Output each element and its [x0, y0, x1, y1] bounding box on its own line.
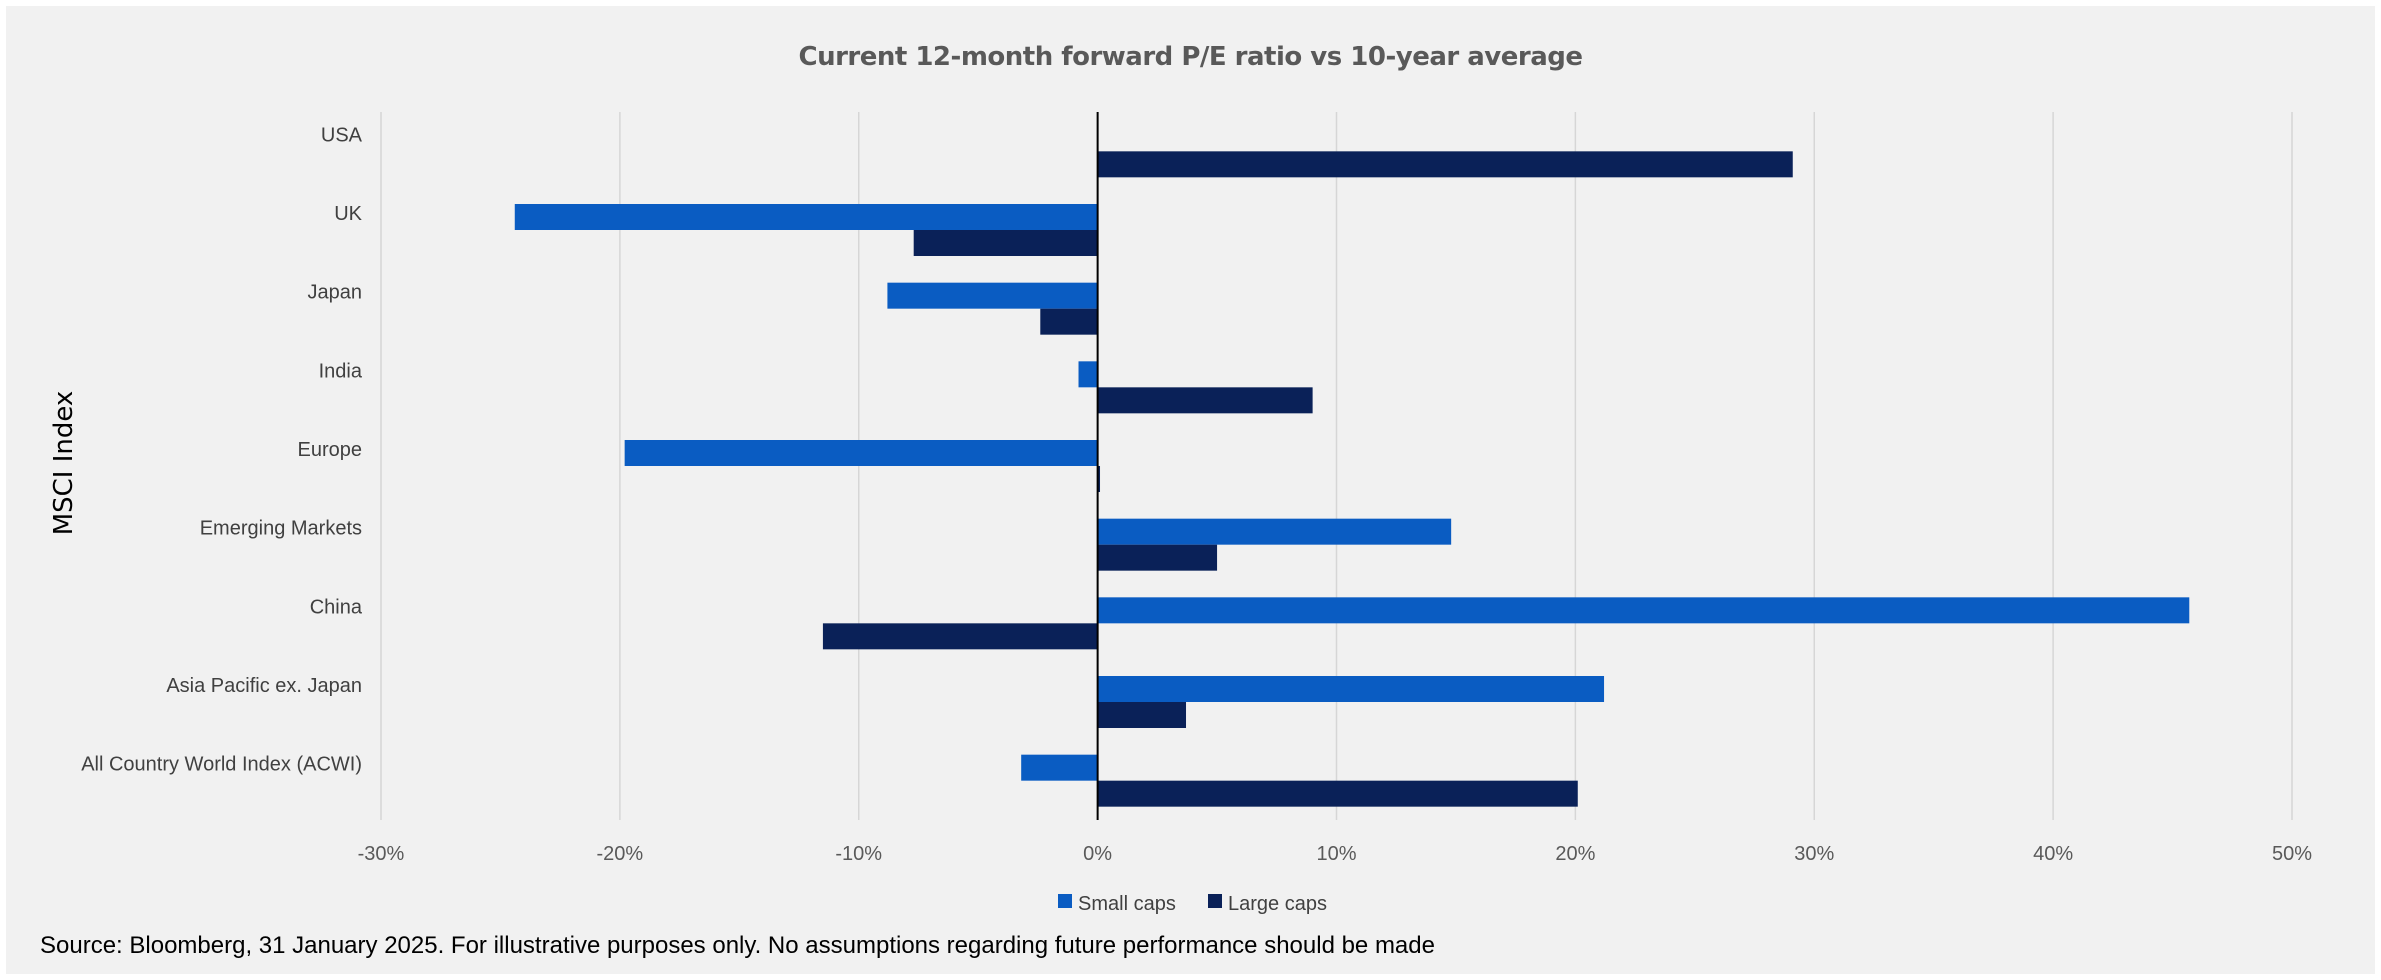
bar-large-caps	[1097, 544, 1218, 571]
chart-title: Current 12-month forward P/E ratio vs 10…	[798, 42, 1583, 72]
bar-small-caps	[624, 440, 1098, 466]
legend-swatch	[1208, 894, 1222, 908]
category-label: USA	[321, 124, 363, 146]
bar-small-caps	[1097, 597, 2190, 624]
x-tick-label: -10%	[835, 843, 882, 865]
source-note: Source: Bloomberg, 31 January 2025. For …	[40, 932, 1435, 959]
category-label: UK	[334, 203, 362, 225]
bar-large-caps	[822, 623, 1098, 650]
bar-large-caps	[1097, 387, 1313, 414]
category-label: Europe	[298, 439, 363, 461]
legend-label: Small caps	[1078, 893, 1176, 915]
bar-large-caps	[913, 230, 1098, 256]
bar-small-caps	[1021, 754, 1098, 781]
legend-label: Large caps	[1228, 893, 1327, 915]
bar-large-caps	[1097, 780, 1578, 807]
bar-small-caps	[1097, 676, 1605, 702]
bars	[514, 112, 2190, 820]
category-labels: USA UK Japan India Europe Emerging Markets Chi…	[81, 124, 363, 775]
bar-large-caps	[1097, 702, 1187, 728]
bar-small-caps	[514, 204, 1098, 230]
legend: Small caps Large caps	[1058, 893, 1327, 915]
x-tick-label: 20%	[1555, 843, 1595, 865]
category-label: Japan	[308, 282, 363, 304]
category-label: All Country World Index (ACWI)	[81, 754, 362, 776]
legend-swatch	[1058, 894, 1072, 908]
x-tick-label: 40%	[2033, 843, 2073, 865]
bar-large-caps	[1097, 151, 1793, 178]
bar-large-caps	[1040, 308, 1098, 335]
x-tick-labels: -30% -20% -10% 0% 10% 20% 30% 40% 50%	[358, 843, 2313, 865]
bar-small-caps	[1078, 361, 1098, 388]
x-tick-label: -20%	[597, 843, 644, 865]
bar-large-caps	[1097, 466, 1101, 492]
category-label: China	[310, 596, 363, 618]
x-tick-label: -30%	[358, 843, 405, 865]
x-tick-label: 0%	[1083, 843, 1112, 865]
x-tick-label: 10%	[1316, 843, 1356, 865]
category-label: India	[319, 360, 363, 382]
bar-small-caps	[887, 282, 1098, 309]
x-tick-label: 50%	[2272, 843, 2312, 865]
x-tick-label: 30%	[1794, 843, 1834, 865]
category-label: Asia Pacific ex. Japan	[166, 675, 362, 697]
bar-small-caps	[1097, 518, 1452, 545]
category-label: Emerging Markets	[200, 518, 362, 540]
